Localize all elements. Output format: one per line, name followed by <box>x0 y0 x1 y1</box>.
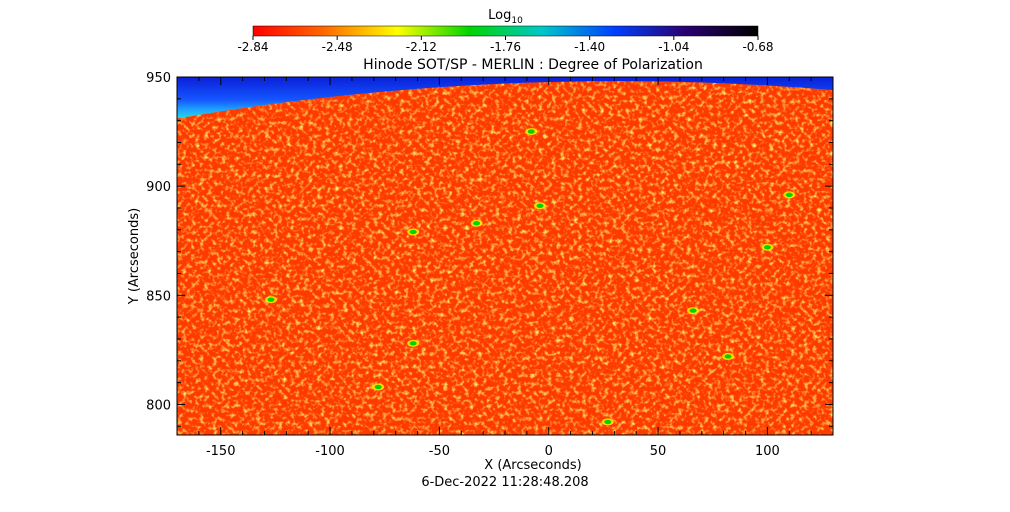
magnetic-patch <box>763 245 771 250</box>
y-tick-label: 850 <box>146 289 171 304</box>
x-axis-label: X (Arcseconds) <box>484 458 581 473</box>
x-tick-label: 50 <box>650 444 667 459</box>
y-tick-label: 900 <box>146 180 171 195</box>
magnetic-patch <box>473 221 481 226</box>
colorbar-tick-label: -2.12 <box>406 40 437 54</box>
y-axis: 800 850 900 950 <box>146 71 833 427</box>
x-tick-label: -150 <box>206 444 236 459</box>
x-axis: -150 -100 -50 0 50 100 <box>176 77 834 459</box>
magnetic-patch <box>409 341 417 346</box>
colorbar-tick-label: -0.68 <box>742 40 773 54</box>
colorbar-ticks: -2.84 -2.48 -2.12 -1.76 -1.40 -1.04 -0.68 <box>237 36 774 54</box>
y-tick-label: 800 <box>146 398 171 413</box>
off-limb-region <box>177 77 833 119</box>
x-tick-label: 0 <box>545 444 553 459</box>
colorbar: Log10 -2.84 -2.48 -2.12 -1.76 -1.40 -1.04 -0.6… <box>237 8 773 54</box>
magnetic-patch <box>374 384 382 390</box>
magnetic-patch <box>409 229 417 235</box>
magnetic-patch <box>604 419 612 425</box>
colorbar-tick-label: -1.04 <box>658 40 689 54</box>
y-tick-label: 950 <box>146 71 171 86</box>
magnetic-patch <box>536 203 544 208</box>
magnetic-patch <box>267 297 275 302</box>
colorbar-label: Log10 <box>488 8 523 26</box>
plot-area <box>177 77 833 435</box>
x-tick-label: 100 <box>755 444 780 459</box>
magnetic-patches <box>265 128 796 426</box>
colorbar-tick-label: -2.84 <box>237 40 268 54</box>
magnetic-patch <box>689 308 697 313</box>
timestamp: 6-Dec-2022 11:28:48.208 <box>421 475 588 490</box>
colorbar-tick-label: -1.76 <box>490 40 521 54</box>
x-tick-label: -50 <box>429 444 450 459</box>
colorbar-tick-label: -2.48 <box>322 40 353 54</box>
colorbar-tick-label: -1.40 <box>574 40 605 54</box>
magnetic-patch <box>724 354 732 359</box>
chart-title: Hinode SOT/SP - MERLIN : Degree of Polar… <box>363 57 703 73</box>
y-axis-label: Y (Arcseconds) <box>127 208 142 305</box>
magnetic-patch <box>527 129 535 134</box>
magnetic-patch <box>785 192 793 198</box>
x-tick-label: -100 <box>315 444 345 459</box>
colorbar-gradient <box>252 25 759 37</box>
polarization-fine-texture <box>177 77 833 435</box>
